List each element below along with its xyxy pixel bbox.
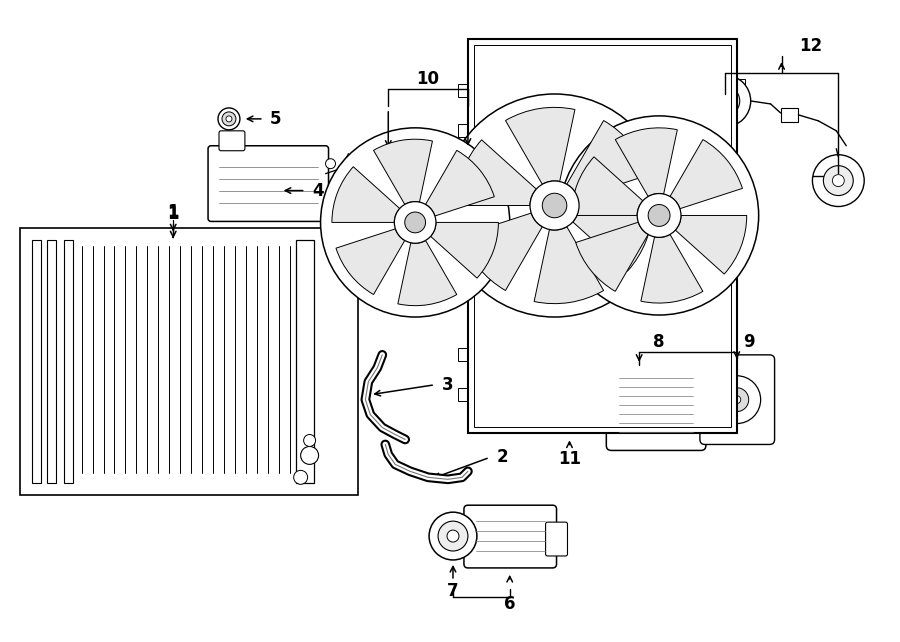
Wedge shape — [641, 234, 703, 303]
Wedge shape — [572, 205, 652, 271]
FancyBboxPatch shape — [464, 505, 556, 568]
Text: 12: 12 — [799, 37, 822, 55]
Wedge shape — [332, 167, 400, 222]
Circle shape — [218, 108, 240, 130]
FancyBboxPatch shape — [545, 522, 568, 556]
Circle shape — [543, 193, 567, 218]
Bar — [296, 240, 313, 483]
Text: 2: 2 — [497, 448, 508, 466]
Wedge shape — [461, 213, 543, 290]
FancyBboxPatch shape — [607, 363, 706, 451]
Wedge shape — [572, 157, 643, 216]
Text: 4: 4 — [311, 182, 323, 200]
Circle shape — [637, 193, 681, 238]
Circle shape — [710, 86, 740, 116]
Wedge shape — [456, 140, 536, 205]
Circle shape — [293, 471, 308, 484]
Text: 1: 1 — [167, 205, 179, 223]
Circle shape — [560, 116, 759, 315]
Bar — [64, 240, 73, 483]
Circle shape — [438, 521, 468, 551]
Wedge shape — [675, 216, 747, 274]
Circle shape — [824, 166, 853, 196]
Text: 1: 1 — [167, 204, 179, 221]
Bar — [20, 229, 358, 495]
Circle shape — [724, 388, 749, 412]
FancyBboxPatch shape — [219, 131, 245, 151]
Text: 7: 7 — [447, 582, 459, 600]
Circle shape — [443, 94, 666, 317]
Bar — [468, 39, 737, 433]
FancyBboxPatch shape — [700, 355, 775, 444]
Bar — [32, 240, 40, 483]
Bar — [458, 84, 472, 97]
Wedge shape — [576, 222, 648, 291]
Circle shape — [405, 212, 426, 233]
Text: 10: 10 — [417, 70, 439, 88]
Text: 11: 11 — [558, 451, 581, 469]
Bar — [733, 79, 744, 92]
Wedge shape — [374, 139, 433, 204]
Wedge shape — [336, 229, 405, 295]
Bar — [474, 45, 731, 426]
Bar — [458, 124, 472, 137]
FancyBboxPatch shape — [208, 146, 328, 221]
Circle shape — [530, 181, 579, 230]
Text: 5: 5 — [270, 110, 282, 128]
Bar — [458, 348, 472, 361]
Circle shape — [303, 435, 316, 446]
Text: 6: 6 — [504, 594, 516, 612]
Circle shape — [301, 446, 319, 464]
Wedge shape — [506, 107, 575, 184]
Wedge shape — [430, 222, 499, 278]
Wedge shape — [426, 150, 494, 216]
Circle shape — [733, 395, 741, 404]
Circle shape — [832, 175, 844, 187]
Circle shape — [320, 128, 509, 317]
Text: 9: 9 — [742, 333, 754, 351]
Circle shape — [813, 155, 864, 207]
Bar — [780, 108, 798, 122]
Wedge shape — [616, 128, 678, 196]
Wedge shape — [670, 139, 742, 209]
Bar — [47, 240, 56, 483]
Circle shape — [326, 159, 336, 169]
Circle shape — [222, 112, 236, 126]
Wedge shape — [567, 121, 648, 198]
Circle shape — [648, 205, 670, 227]
Circle shape — [447, 530, 459, 542]
Text: 3: 3 — [442, 376, 454, 394]
Wedge shape — [398, 241, 457, 306]
Bar — [458, 388, 472, 401]
Bar — [733, 383, 744, 395]
Text: 8: 8 — [653, 333, 665, 351]
Circle shape — [394, 202, 436, 243]
Wedge shape — [534, 227, 604, 304]
Circle shape — [719, 95, 731, 107]
Circle shape — [713, 376, 760, 424]
Circle shape — [429, 512, 477, 560]
Circle shape — [699, 75, 751, 127]
Circle shape — [226, 116, 232, 122]
